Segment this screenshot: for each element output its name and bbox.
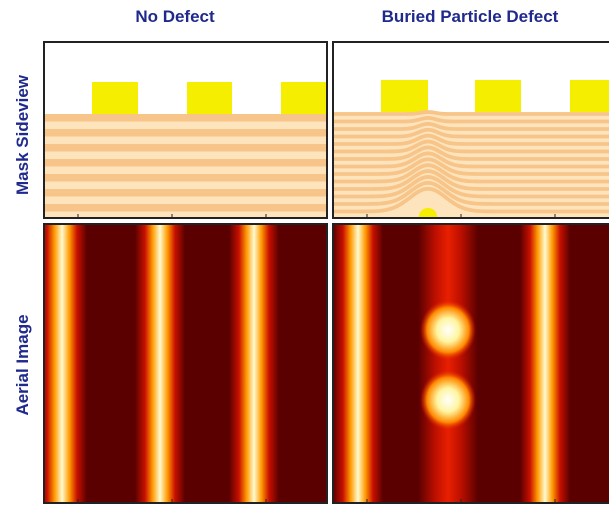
layer: [333, 110, 609, 116]
row-label: Aerial Image: [13, 314, 32, 415]
mask-panel: [333, 42, 609, 218]
layer: [44, 189, 327, 197]
mask-panel: [44, 42, 327, 218]
layer: [333, 151, 609, 169]
layer: [333, 175, 609, 199]
layer: [44, 144, 327, 152]
particle: [419, 208, 437, 218]
layer: [44, 151, 327, 159]
layer: [44, 204, 327, 212]
column-title: Buried Particle Defect: [382, 7, 559, 26]
panel-frames: [43, 41, 609, 504]
layer: [333, 169, 609, 191]
layer: [333, 116, 609, 124]
layer: [333, 127, 609, 139]
layer: [333, 163, 609, 184]
layer: [333, 139, 609, 154]
layer: [44, 114, 327, 122]
column-title: No Defect: [135, 7, 215, 26]
layer: [333, 157, 609, 176]
layer: [44, 121, 327, 129]
layer: [44, 129, 327, 137]
layer: [44, 174, 327, 182]
layer: [333, 180, 609, 206]
layer: [333, 186, 609, 214]
layer: [44, 136, 327, 144]
aerial-panel: [333, 224, 609, 503]
aerial-panel: [44, 224, 327, 503]
layer: [333, 145, 609, 161]
row-label: Mask Sideview: [13, 74, 32, 195]
layer: [44, 181, 327, 189]
layer: [44, 196, 327, 204]
layer: [333, 121, 609, 131]
layer: [333, 133, 609, 146]
layer: [44, 159, 327, 167]
layer: [44, 211, 327, 218]
layer: [44, 166, 327, 174]
